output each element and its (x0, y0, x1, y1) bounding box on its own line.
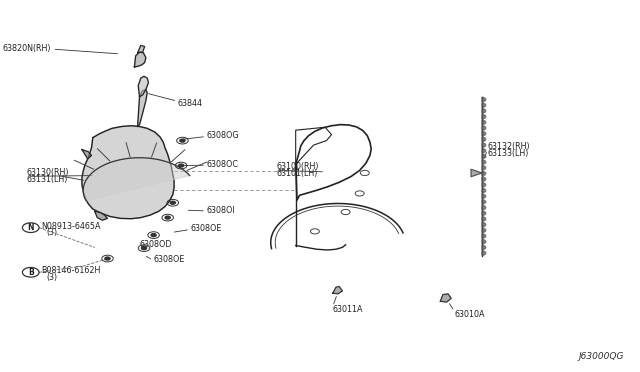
Polygon shape (482, 194, 486, 199)
Polygon shape (482, 131, 486, 136)
Text: 63131(LH): 63131(LH) (27, 175, 68, 184)
Polygon shape (482, 148, 486, 153)
Polygon shape (134, 52, 146, 67)
Circle shape (179, 164, 184, 167)
Polygon shape (482, 166, 486, 170)
Text: B08146-6162H: B08146-6162H (41, 266, 100, 275)
Polygon shape (482, 234, 486, 238)
Polygon shape (482, 200, 486, 204)
Polygon shape (482, 217, 486, 221)
Polygon shape (482, 103, 486, 108)
Text: 63132(RH): 63132(RH) (488, 142, 531, 151)
Polygon shape (482, 114, 486, 119)
Polygon shape (482, 154, 486, 158)
Polygon shape (482, 251, 486, 255)
Polygon shape (482, 171, 486, 176)
Circle shape (141, 247, 147, 250)
Text: (3): (3) (46, 228, 57, 237)
Circle shape (165, 216, 170, 219)
Text: 63100(RH): 63100(RH) (276, 162, 319, 171)
Text: 6308OI: 6308OI (207, 206, 236, 215)
Text: (3): (3) (46, 273, 57, 282)
Text: 63133(LH): 63133(LH) (488, 149, 529, 158)
Circle shape (180, 139, 185, 142)
Text: N08913-6465A: N08913-6465A (41, 222, 100, 231)
Text: J63000QG: J63000QG (579, 352, 624, 361)
Polygon shape (482, 160, 486, 164)
Polygon shape (482, 228, 486, 232)
Polygon shape (482, 120, 486, 125)
Text: 63010A: 63010A (454, 310, 485, 319)
Polygon shape (482, 245, 486, 250)
Polygon shape (482, 97, 486, 102)
Circle shape (170, 201, 175, 204)
Text: 63130(RH): 63130(RH) (27, 169, 69, 177)
Polygon shape (482, 137, 486, 142)
Text: N: N (28, 223, 34, 232)
Circle shape (151, 234, 156, 237)
Polygon shape (95, 211, 108, 220)
Polygon shape (82, 150, 92, 159)
Text: 6308OD: 6308OD (140, 240, 172, 249)
Polygon shape (482, 222, 486, 227)
Polygon shape (83, 158, 189, 201)
Polygon shape (482, 205, 486, 210)
Text: 63011A: 63011A (333, 305, 364, 314)
Polygon shape (440, 294, 451, 302)
Polygon shape (482, 240, 486, 244)
Text: 63820N(RH): 63820N(RH) (3, 44, 51, 53)
Polygon shape (482, 126, 486, 130)
Polygon shape (138, 45, 145, 53)
Polygon shape (138, 89, 147, 126)
Polygon shape (333, 286, 342, 294)
Circle shape (105, 257, 110, 260)
Polygon shape (482, 109, 486, 113)
Polygon shape (82, 126, 174, 219)
Text: 63844: 63844 (178, 99, 203, 108)
Polygon shape (482, 177, 486, 182)
Polygon shape (482, 211, 486, 215)
Polygon shape (482, 188, 486, 193)
Text: 6308OC: 6308OC (207, 160, 239, 169)
Polygon shape (482, 183, 486, 187)
Text: B: B (28, 268, 33, 277)
Polygon shape (471, 169, 482, 177)
Text: 6308OE: 6308OE (191, 224, 222, 233)
Text: 63101(LH): 63101(LH) (276, 169, 318, 178)
Polygon shape (482, 143, 486, 147)
Text: 6308OE: 6308OE (154, 255, 185, 264)
Text: 6308OG: 6308OG (207, 131, 239, 140)
Polygon shape (138, 76, 148, 97)
